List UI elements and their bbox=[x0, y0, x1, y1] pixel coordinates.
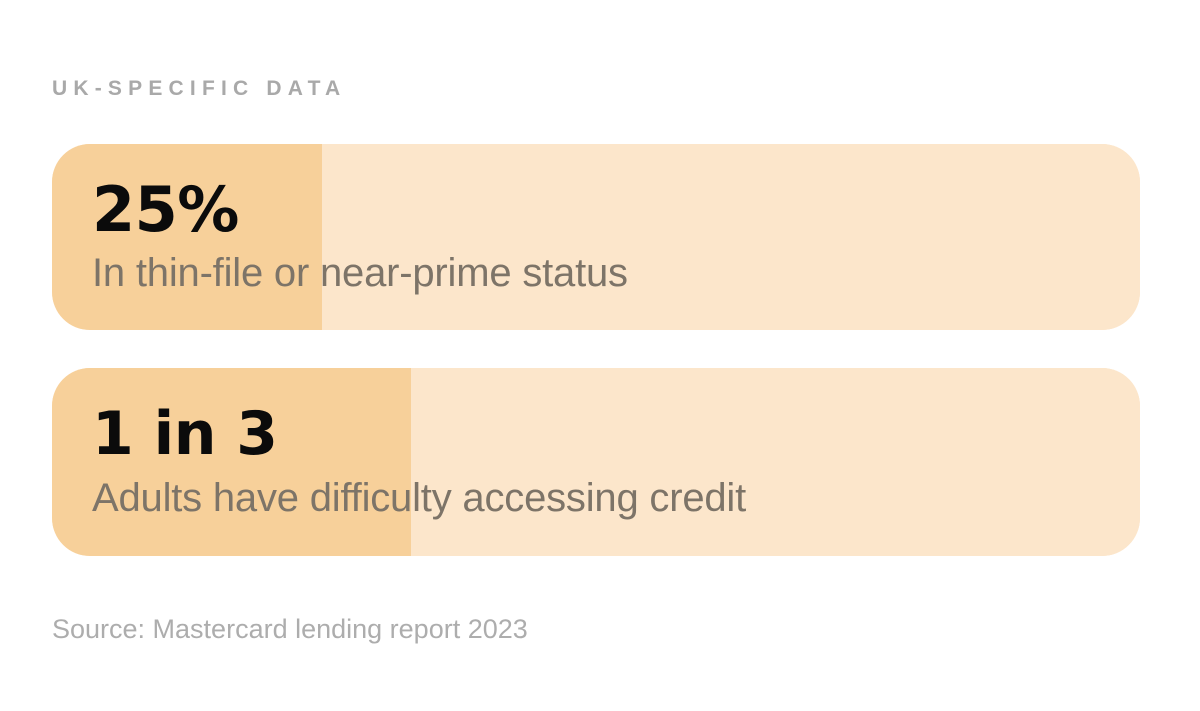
source-note: Source: Mastercard lending report 2023 bbox=[52, 614, 528, 644]
stat-bar-thin-file: 25% In thin-file or near-prime status bbox=[52, 144, 1140, 330]
bar-segment-filled bbox=[52, 368, 411, 556]
bar-segment-empty bbox=[321, 144, 1140, 330]
bar-track-thin-file bbox=[52, 144, 1140, 330]
stat-content-thin-file: 25% In thin-file or near-prime status bbox=[52, 144, 1140, 330]
bar-segment-empty bbox=[416, 368, 776, 556]
bar-segment-filled bbox=[52, 144, 322, 330]
stat-bar-credit-access: 1 in 3 Adults have difficulty accessing … bbox=[52, 368, 1140, 556]
stat-label: Adults have difficulty accessing credit bbox=[92, 476, 747, 520]
bar-segment-empty bbox=[781, 368, 1140, 556]
stat-value: 1 in 3 bbox=[92, 399, 278, 469]
stat-value: 25% bbox=[92, 173, 239, 246]
stat-bar-group: 25% In thin-file or near-prime status 1 … bbox=[52, 144, 1140, 556]
stat-content-credit-access: 1 in 3 Adults have difficulty accessing … bbox=[52, 368, 1140, 556]
stat-label: In thin-file or near-prime status bbox=[92, 251, 628, 295]
section-heading: UK-SPECIFIC DATA bbox=[52, 77, 347, 100]
bar-track-credit-access bbox=[52, 368, 1140, 556]
